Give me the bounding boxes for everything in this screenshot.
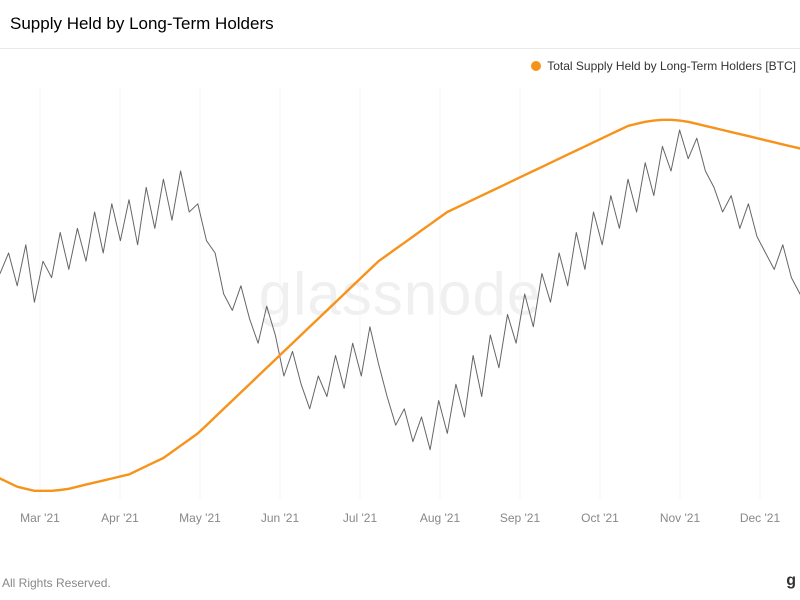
legend-item-supply: Total Supply Held by Long-Term Holders [… [531,59,796,73]
legend-swatch [531,61,541,71]
chart-title: Supply Held by Long-Term Holders [0,0,800,48]
x-tick-label: Dec '21 [720,511,800,525]
footer-text: All Rights Reserved. [2,576,111,590]
x-tick-label: Sep '21 [480,511,560,525]
x-tick-label: Mar '21 [0,511,80,525]
x-tick-label: Jun '21 [240,511,320,525]
x-tick-label: Nov '21 [640,511,720,525]
x-tick-label: Aug '21 [400,511,480,525]
legend: Total Supply Held by Long-Term Holders [… [0,49,800,79]
x-tick-label: Jul '21 [320,511,400,525]
x-axis-labels: Mar '21Apr '21May '21Jun '21Jul '21Aug '… [0,509,800,525]
line-chart [0,79,800,509]
x-tick-label: Apr '21 [80,511,160,525]
footer-logo: g [786,572,796,590]
x-tick-label: May '21 [160,511,240,525]
chart-area: glassnode [0,79,800,509]
legend-label: Total Supply Held by Long-Term Holders [… [547,59,796,73]
x-tick-label: Oct '21 [560,511,640,525]
